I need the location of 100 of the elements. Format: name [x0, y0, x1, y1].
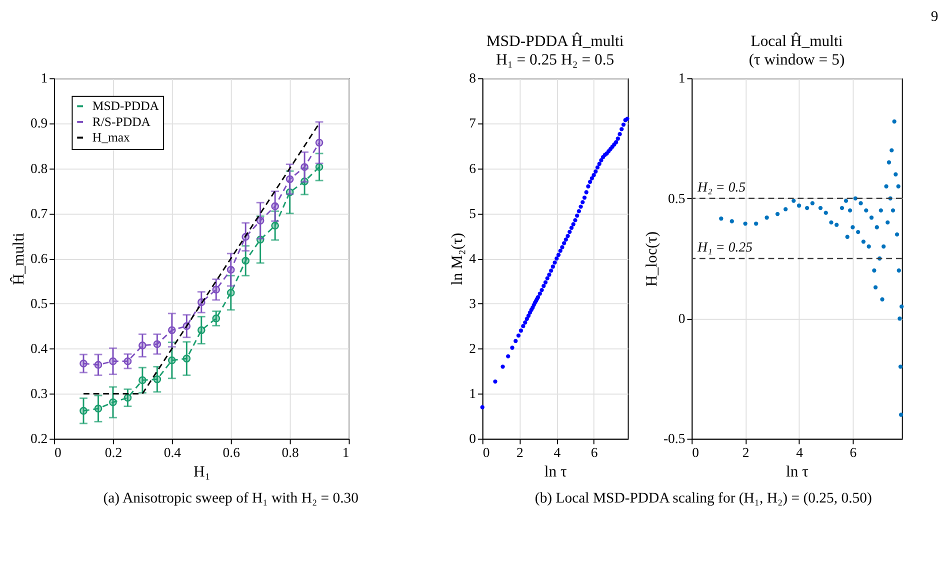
point — [866, 244, 871, 249]
x-tick-label: 0 — [692, 444, 700, 460]
text: (a) Anisotropic sweep of H₁ with H₂ = 0.30 — [103, 490, 358, 507]
point — [858, 201, 863, 206]
point — [882, 244, 886, 249]
point — [818, 206, 823, 210]
point — [764, 216, 769, 220]
y-tick-label: 4 — [469, 250, 476, 266]
x-tick-label: 6 — [590, 444, 598, 460]
y-tick-label: 0.6 — [30, 250, 48, 266]
ref-line-label: H₂ = 0.5 — [696, 180, 746, 195]
x-axis-title: ln τ — [544, 464, 567, 481]
y-tick-label: 0.9 — [30, 116, 48, 131]
point — [872, 268, 876, 273]
point — [850, 225, 855, 230]
point — [861, 240, 866, 244]
x-tick-label: 0.4 — [164, 444, 182, 460]
point — [869, 216, 874, 220]
y-axis-title: H_loc(τ) — [644, 231, 661, 287]
point — [886, 220, 890, 225]
y-tick-label: 0.3 — [30, 386, 48, 402]
y-tick-label: 2 — [469, 341, 476, 356]
x-tick-label: 0.8 — [282, 444, 300, 460]
point — [873, 285, 878, 290]
legend-label: R/S-PDDA — [92, 114, 152, 129]
y-tick-label: 0.4 — [30, 341, 48, 356]
point — [890, 208, 896, 213]
y-tick-label: 0.2 — [30, 431, 48, 446]
point — [900, 304, 904, 309]
text: 9 — [930, 9, 938, 26]
point — [896, 268, 901, 273]
point — [840, 206, 844, 210]
x-tick-label: 4 — [554, 444, 561, 460]
point — [884, 184, 888, 188]
point — [824, 210, 828, 215]
x-tick-label: 0 — [54, 444, 62, 460]
x-tick-label: 1 — [342, 444, 350, 460]
point — [864, 208, 868, 213]
point — [848, 208, 852, 213]
x-tick-label: 2 — [516, 444, 524, 460]
point — [898, 316, 902, 321]
x-tick-label: 2 — [742, 444, 750, 460]
point — [804, 206, 810, 210]
chart-title: MSD-PDDA Ĥ_multi — [486, 32, 624, 50]
y-tick-label: 1 — [469, 386, 476, 402]
point — [853, 196, 858, 200]
point — [754, 222, 758, 226]
point — [834, 222, 839, 227]
text: (b) Local MSD-PDDA scaling for (H₁, H₂) = (0.25, 0.50) — [534, 490, 872, 507]
point — [810, 201, 815, 206]
x-tick-label: 0 — [482, 444, 490, 460]
point — [829, 220, 834, 225]
y-tick-label: 8 — [469, 70, 476, 86]
point — [796, 204, 802, 208]
y-tick-label: 1 — [678, 70, 686, 86]
chart-subtitle: H₁ = 0.25 H₂ = 0.5 — [496, 51, 614, 68]
point — [719, 216, 724, 221]
y-tick-label: -0.5 — [663, 431, 686, 446]
x-tick-label: 0.2 — [104, 444, 122, 460]
legend-label: H_max — [92, 130, 131, 145]
point — [898, 412, 904, 417]
chart-subtitle: (τ window = 5) — [748, 51, 845, 68]
y-tick-label: 1 — [40, 70, 48, 86]
y-tick-label: 0 — [678, 311, 686, 326]
y-tick-label: 5 — [469, 206, 476, 221]
y-tick-label: 0.5 — [668, 190, 686, 206]
x-tick-label: 4 — [796, 444, 804, 460]
point — [894, 232, 900, 237]
y-tick-label: 0.7 — [30, 206, 48, 221]
y-tick-label: 6 — [469, 160, 476, 176]
y-tick-label: 3 — [469, 296, 476, 311]
x-tick-label: 0.6 — [222, 444, 240, 460]
chart-title: Local Ĥ_multi — [750, 32, 844, 50]
point — [894, 172, 898, 176]
point — [784, 207, 788, 212]
point — [775, 212, 780, 216]
y-axis-title: ln M₂(τ) — [449, 232, 466, 286]
point — [730, 219, 734, 224]
point — [892, 119, 896, 124]
point — [896, 184, 900, 188]
x-tick-label: 6 — [850, 444, 857, 460]
point — [792, 198, 796, 203]
point — [878, 208, 883, 213]
y-tick-label: 0.5 — [30, 296, 48, 311]
point — [886, 160, 892, 164]
legend-label: MSD-PDDA — [92, 99, 160, 114]
y-axis-title: Ĥ_multi — [10, 232, 28, 286]
y-tick-label: 7 — [469, 116, 476, 131]
point — [844, 198, 848, 203]
point — [743, 222, 748, 226]
point — [898, 364, 903, 369]
point — [890, 148, 894, 152]
y-tick-label: 0.8 — [30, 160, 48, 176]
ref-line-label: H₁ = 0.25 — [696, 240, 753, 255]
point — [845, 234, 850, 239]
y-tick-label: 0 — [469, 431, 476, 446]
point — [874, 225, 879, 230]
point — [880, 297, 884, 302]
x-axis-title: H₁ — [193, 464, 210, 481]
point — [856, 230, 860, 234]
